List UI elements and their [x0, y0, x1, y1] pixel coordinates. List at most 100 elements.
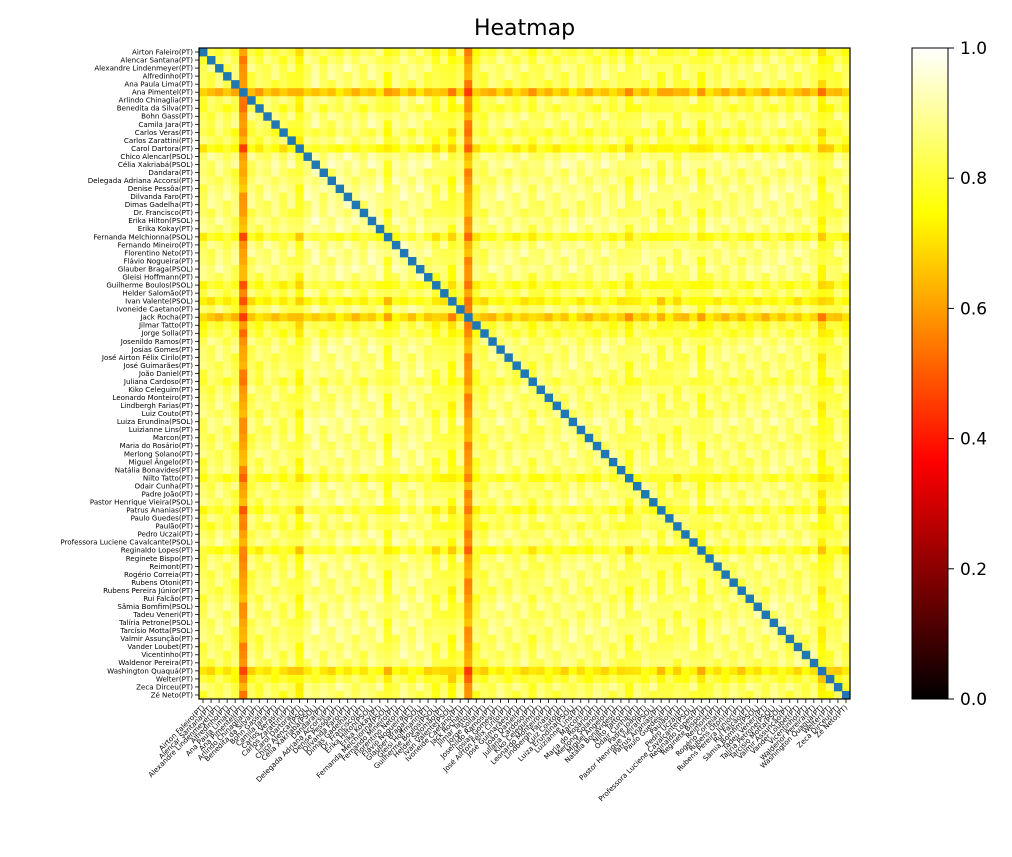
heatmap-cell: [472, 441, 481, 451]
heatmap-cell: [745, 353, 754, 362]
heatmap-cell: [303, 176, 312, 186]
heatmap-cell: [600, 281, 610, 290]
heatmap-cell: [544, 538, 554, 547]
heatmap-cell: [271, 112, 280, 121]
heatmap-cell: [833, 409, 843, 419]
heatmap-cell: [713, 289, 722, 298]
heatmap-cell: [689, 56, 698, 65]
heatmap-cell: [303, 457, 312, 467]
heatmap-cell: [247, 240, 256, 250]
heatmap-cell: [616, 176, 626, 186]
heatmap-cell: [576, 506, 586, 515]
heatmap-cell: [600, 473, 610, 483]
heatmap-cell: [673, 176, 682, 186]
heatmap-cell: [496, 465, 505, 475]
heatmap-cell: [608, 144, 618, 153]
heatmap-cell: [713, 208, 722, 218]
heatmap-cell: [231, 152, 240, 161]
heatmap-cell: [528, 152, 537, 161]
heatmap-cell: [351, 144, 361, 153]
heatmap-cell: [223, 417, 232, 427]
heatmap-cell: [351, 297, 361, 306]
heatmap-cell: [721, 522, 730, 531]
heatmap-cell: [753, 313, 762, 322]
heatmap-cell: [512, 265, 521, 274]
heatmap-cell: [367, 168, 377, 177]
heatmap-cell: [255, 160, 264, 169]
heatmap-cell: [399, 265, 409, 274]
heatmap-cell: [464, 248, 473, 258]
heatmap-cell: [608, 490, 618, 499]
heatmap-cell: [231, 88, 240, 97]
heatmap-cell: [231, 393, 240, 403]
heatmap-cell: [673, 530, 682, 539]
heatmap-cell: [480, 401, 489, 411]
heatmap-cell: [785, 80, 795, 89]
heatmap-cell: [600, 377, 610, 386]
heatmap-cell: [841, 200, 851, 210]
heatmap-cell: [737, 353, 746, 362]
heatmap-cell: [416, 449, 425, 459]
heatmap-cell: [391, 48, 401, 57]
heatmap-cell: [407, 353, 417, 362]
heatmap-cell: [223, 514, 232, 523]
heatmap-cell: [327, 465, 337, 475]
heatmap-cell: [456, 473, 465, 483]
heatmap-cell: [247, 417, 256, 427]
heatmap-cell: [649, 144, 658, 153]
heatmap-cell: [624, 321, 634, 330]
heatmap-cell: [407, 490, 417, 499]
heatmap-cell: [721, 369, 730, 378]
heatmap-cell: [745, 305, 754, 314]
heatmap-cell: [440, 506, 449, 515]
heatmap-cell: [351, 377, 361, 386]
heatmap-cell: [456, 232, 465, 242]
heatmap-cell: [600, 417, 610, 427]
heatmap-cell: [480, 120, 489, 129]
heatmap-cell: [456, 482, 465, 491]
heatmap-cell: [391, 80, 401, 89]
heatmap-cell: [689, 321, 698, 330]
heatmap-cell: [785, 441, 795, 451]
heatmap-cell: [464, 297, 473, 306]
heatmap-cell: [681, 80, 690, 89]
heatmap-cell: [657, 248, 666, 258]
heatmap-cell: [649, 192, 658, 202]
heatmap-cell: [303, 361, 312, 370]
heatmap-cell: [359, 490, 369, 499]
heatmap-cell: [263, 136, 272, 145]
heatmap-cell: [753, 417, 762, 427]
heatmap-cell: [359, 104, 369, 113]
heatmap-cell: [641, 112, 650, 121]
heatmap-cell: [303, 64, 312, 73]
heatmap-cell: [512, 522, 521, 531]
heatmap-cell: [681, 104, 690, 113]
heatmap-cell: [456, 144, 465, 153]
heatmap-cell: [560, 273, 570, 282]
heatmap-cell: [729, 337, 738, 346]
heatmap-cell: [239, 473, 248, 483]
heatmap-cell: [207, 104, 216, 113]
heatmap-cell: [247, 297, 256, 306]
heatmap-cell: [383, 305, 393, 314]
heatmap-cell: [761, 449, 771, 459]
heatmap-cell: [335, 353, 345, 362]
heatmap-cell: [737, 232, 746, 242]
heatmap-cell: [769, 96, 779, 105]
heatmap-cell: [753, 120, 762, 129]
heatmap-cell: [745, 449, 754, 459]
heatmap-cell: [367, 192, 377, 202]
heatmap-cell: [512, 104, 521, 113]
heatmap-cell: [552, 297, 562, 306]
heatmap-cell: [512, 498, 521, 507]
heatmap-cell: [592, 80, 602, 89]
heatmap-cell: [335, 200, 345, 210]
heatmap-cell: [432, 361, 441, 370]
heatmap-cell: [600, 433, 610, 443]
heatmap-cell: [713, 240, 722, 250]
heatmap-cell: [239, 538, 248, 547]
heatmap-cell: [327, 538, 337, 547]
heatmap-cell: [817, 208, 827, 218]
heatmap-cell: [432, 329, 441, 338]
heatmap-cell: [504, 144, 513, 153]
